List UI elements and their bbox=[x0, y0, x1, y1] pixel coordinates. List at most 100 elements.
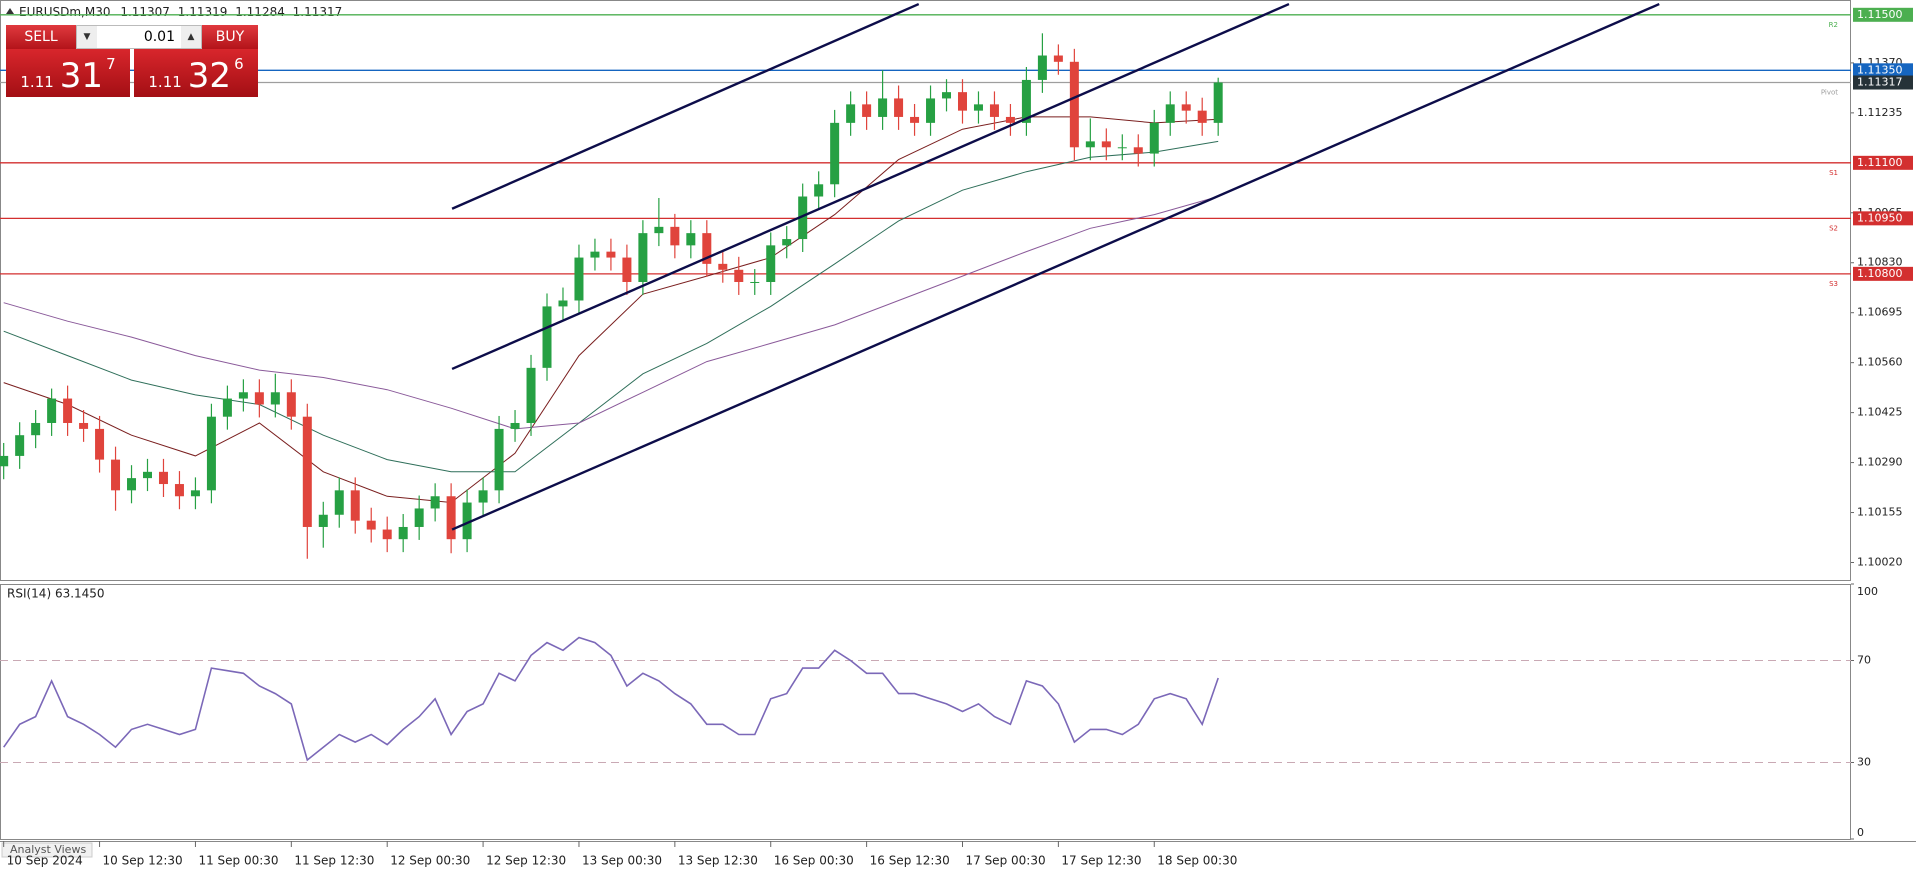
candle-body bbox=[989, 104, 999, 117]
rsi-line bbox=[3, 636, 1219, 762]
candle-body bbox=[366, 520, 376, 530]
candle-body bbox=[702, 233, 712, 264]
candle-body bbox=[222, 398, 232, 417]
buy-price[interactable]: 1.11 32 6 bbox=[134, 49, 258, 97]
quote: 1.11317 bbox=[293, 5, 343, 19]
candle-body bbox=[1117, 147, 1127, 149]
y-tick-label: 1.10425 bbox=[1857, 406, 1903, 419]
price-big: 32 bbox=[187, 56, 232, 96]
candle-body bbox=[1085, 141, 1095, 148]
x-tick-label: 10 Sep 12:30 bbox=[103, 854, 183, 868]
candle-body bbox=[718, 263, 728, 270]
candle-body bbox=[350, 490, 360, 521]
x-tick-label: 12 Sep 00:30 bbox=[390, 854, 470, 868]
candle-body bbox=[1053, 55, 1063, 62]
candle-body bbox=[542, 306, 552, 368]
price-sup: 6 bbox=[234, 55, 244, 73]
candle-body bbox=[1069, 61, 1079, 148]
candle-body bbox=[254, 392, 264, 405]
sell-button[interactable]: SELL bbox=[6, 25, 76, 49]
candle-body bbox=[31, 422, 41, 436]
candle-body bbox=[926, 98, 936, 123]
lot-input[interactable]: ▼ 0.01 ▲ bbox=[76, 25, 202, 49]
level-label: 1.11350 bbox=[1857, 63, 1903, 76]
level-tag: Pivot bbox=[1821, 89, 1838, 97]
quote: 1.11319 bbox=[178, 5, 228, 19]
level-tag: S2 bbox=[1829, 224, 1838, 232]
y-tick-label: 1.10560 bbox=[1857, 356, 1903, 369]
candle-body bbox=[1213, 82, 1223, 123]
candle-body bbox=[127, 478, 137, 491]
candle-body bbox=[878, 98, 888, 117]
candle-body bbox=[798, 196, 808, 240]
moving-average bbox=[3, 116, 1219, 504]
price-prefix: 1.11 bbox=[20, 73, 54, 91]
candle-body bbox=[686, 233, 696, 246]
level-tag: S1 bbox=[1829, 169, 1838, 177]
candle-body bbox=[942, 92, 952, 99]
candle-body bbox=[670, 226, 680, 246]
y-tick-label: 70 bbox=[1857, 654, 1871, 667]
candle-body bbox=[79, 422, 89, 429]
collapse-icon[interactable] bbox=[6, 8, 14, 14]
tab-label[interactable]: Analyst Views bbox=[10, 843, 86, 856]
candle-body bbox=[462, 502, 472, 540]
candle-body bbox=[414, 508, 424, 527]
candle-body bbox=[526, 367, 536, 423]
level-tag: S3 bbox=[1829, 280, 1838, 288]
level-label: 1.11100 bbox=[1857, 156, 1903, 169]
quote: 1.11307 bbox=[120, 5, 170, 19]
level-label: 1.10800 bbox=[1857, 267, 1903, 280]
candle-body bbox=[494, 428, 504, 491]
candle-body bbox=[334, 490, 344, 515]
price-sup: 7 bbox=[106, 55, 116, 73]
candle-body bbox=[1037, 55, 1047, 80]
candle-body bbox=[63, 398, 73, 423]
trendline bbox=[451, 2, 1290, 371]
x-tick-label: 17 Sep 00:30 bbox=[965, 854, 1045, 868]
x-tick-label: 13 Sep 12:30 bbox=[678, 854, 758, 868]
candle-body bbox=[190, 490, 200, 497]
lot-value: 0.01 bbox=[143, 29, 175, 45]
candle-body bbox=[430, 496, 440, 509]
lot-increase[interactable]: ▲ bbox=[181, 26, 201, 48]
candle-body bbox=[318, 514, 328, 527]
y-tick-label: 1.10695 bbox=[1857, 306, 1903, 319]
price-big: 31 bbox=[59, 56, 104, 96]
candle-body bbox=[814, 184, 824, 197]
candle-body bbox=[973, 104, 983, 111]
x-tick-label: 17 Sep 12:30 bbox=[1061, 854, 1141, 868]
x-tick-label: 10 Sep 2024 bbox=[7, 854, 83, 868]
candle-body bbox=[957, 92, 967, 111]
candle-body bbox=[766, 245, 776, 282]
candle-body bbox=[302, 416, 312, 527]
tab[interactable] bbox=[1, 842, 93, 858]
y-tick-label: 1.10290 bbox=[1857, 456, 1903, 469]
x-tick-label: 11 Sep 00:30 bbox=[198, 854, 278, 868]
y-tick-label: 1.10830 bbox=[1857, 256, 1903, 269]
rsi-panel bbox=[0, 584, 1851, 840]
x-tick-label: 18 Sep 00:30 bbox=[1157, 854, 1237, 868]
y-tick-label: 1.10020 bbox=[1857, 555, 1903, 568]
x-tick-label: 11 Sep 12:30 bbox=[294, 854, 374, 868]
lot-decrease[interactable]: ▼ bbox=[77, 26, 97, 48]
buy-button[interactable]: BUY bbox=[202, 25, 258, 49]
candle-body bbox=[830, 122, 840, 185]
candle-body bbox=[286, 392, 296, 417]
level-label: 1.11317 bbox=[1857, 76, 1903, 89]
candle-body bbox=[95, 428, 105, 460]
y-tick-label: 0 bbox=[1857, 826, 1864, 839]
trendline bbox=[451, 2, 1660, 531]
candle-body bbox=[1149, 122, 1159, 154]
y-tick-label: 100 bbox=[1857, 585, 1878, 598]
candle-body bbox=[734, 269, 744, 282]
candle-body bbox=[206, 416, 216, 491]
candle-body bbox=[846, 104, 856, 123]
y-tick-label: 30 bbox=[1857, 756, 1871, 769]
symbol: EURUSDm,M30 bbox=[19, 5, 110, 19]
candle-body bbox=[238, 392, 248, 399]
y-tick-label: 1.11235 bbox=[1857, 106, 1903, 119]
sell-price[interactable]: 1.11 31 7 bbox=[6, 49, 130, 97]
candle-body bbox=[446, 496, 456, 540]
